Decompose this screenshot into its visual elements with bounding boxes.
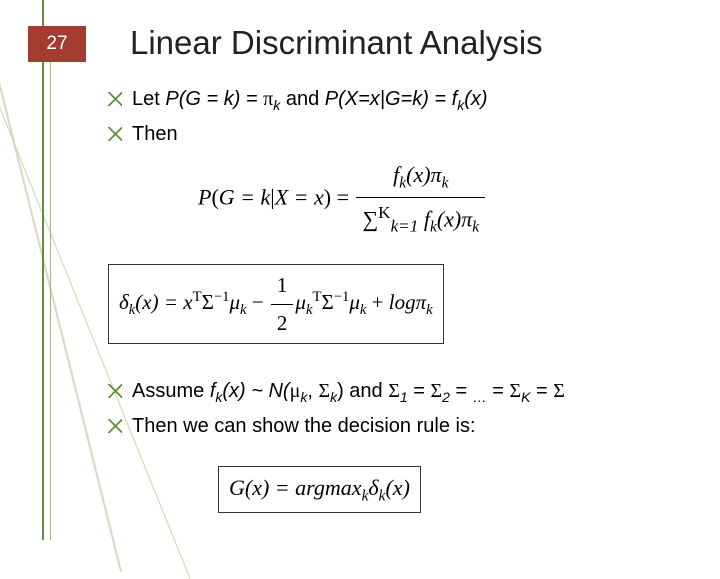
text: G = k [219, 184, 271, 209]
text: ) = [324, 184, 355, 209]
bullet-2: Then [108, 119, 700, 150]
text: f [418, 206, 430, 231]
text: P(G = k) = [165, 88, 263, 110]
fraction: fk(x)πk ∑Kk=1 fk(x)πk [356, 158, 485, 241]
mu-symbol: μ [295, 290, 306, 314]
page-number: 27 [28, 26, 86, 62]
content-area: Let P(G = k) = πk and P(X=x|G=k) = fk(x)… [108, 84, 700, 527]
text: (x)π [406, 162, 441, 187]
sigma-symbol: Σ [388, 380, 400, 402]
dots: … [473, 389, 487, 405]
decorative-line [42, 0, 44, 540]
text: Then [132, 123, 178, 145]
decorative-line [0, 0, 122, 572]
subscript: k [426, 302, 433, 318]
superscript: T [193, 289, 202, 305]
bullet-3: Assume fk(x) ~ N(μk, Σk) and Σ1 = Σ2 = …… [108, 376, 700, 409]
text: , [307, 380, 318, 402]
subscript: 2 [442, 389, 450, 405]
delta-symbol: δ [368, 475, 378, 500]
text: (x)π [437, 206, 472, 231]
slide-title: Linear Discriminant Analysis [130, 24, 543, 62]
text: − [247, 290, 269, 314]
text: + [366, 290, 388, 314]
sigma-symbol: Σ [510, 380, 522, 402]
text: (x) ~ N( [222, 380, 289, 402]
text: Then we can show the decision rule is: [132, 415, 476, 437]
text: (x) [385, 475, 409, 500]
sigma-symbol: Σ [318, 380, 330, 402]
subscript: k [442, 174, 449, 191]
pi-symbol: π [263, 88, 273, 110]
text: G [229, 475, 245, 500]
mu-symbol: μ [349, 290, 360, 314]
text: logπ [389, 290, 426, 314]
subscript: k [430, 219, 437, 236]
text: and [280, 88, 324, 110]
text: = [531, 380, 554, 402]
text: X = x [275, 184, 324, 209]
decorative-line [50, 62, 51, 540]
sum-symbol: ∑ [362, 206, 378, 231]
text: Assume [132, 380, 210, 402]
text: = [487, 380, 510, 402]
delta-symbol: δ [119, 290, 129, 314]
text: P [198, 184, 211, 209]
text: = [450, 380, 473, 402]
fraction: 12 [271, 269, 294, 339]
text: ) and [337, 380, 388, 402]
text: (x) [464, 88, 487, 110]
sigma-symbol: Σ [321, 290, 333, 314]
numerator: 1 [271, 269, 294, 305]
subscript: k=1 [391, 217, 419, 236]
superscript: −1 [334, 289, 350, 305]
text: argmax [295, 475, 361, 500]
formula-discriminant: δk(x) = xTΣ−1μk − 12μkTΣ−1μk + logπk [108, 264, 444, 344]
superscript: −1 [214, 289, 230, 305]
sigma-symbol: Σ [202, 290, 214, 314]
superscript: K [378, 203, 390, 222]
text: (x) = [245, 475, 295, 500]
sigma-symbol: Σ [553, 380, 565, 402]
bullet-4: Then we can show the decision rule is: [108, 411, 700, 442]
formula-decision-rule: G(x) = argmaxkδk(x) [218, 466, 421, 513]
text: = [408, 380, 431, 402]
sigma-symbol: Σ [430, 380, 442, 402]
bullet-1: Let P(G = k) = πk and P(X=x|G=k) = fk(x) [108, 84, 700, 117]
mu-symbol: μ [229, 290, 240, 314]
text: P(X=x|G=k) = f [325, 88, 457, 110]
text: Let [132, 88, 165, 110]
subscript: k [472, 219, 479, 236]
subscript: 1 [400, 389, 408, 405]
formula-bayes: P(G = k|X = x) = fk(x)πk ∑Kk=1 fk(x)πk [198, 158, 700, 241]
text: ( [211, 184, 218, 209]
text: (x) = x [135, 290, 192, 314]
subscript: K [521, 389, 530, 405]
mu-symbol: μ [290, 380, 301, 402]
denominator: 2 [271, 305, 294, 340]
